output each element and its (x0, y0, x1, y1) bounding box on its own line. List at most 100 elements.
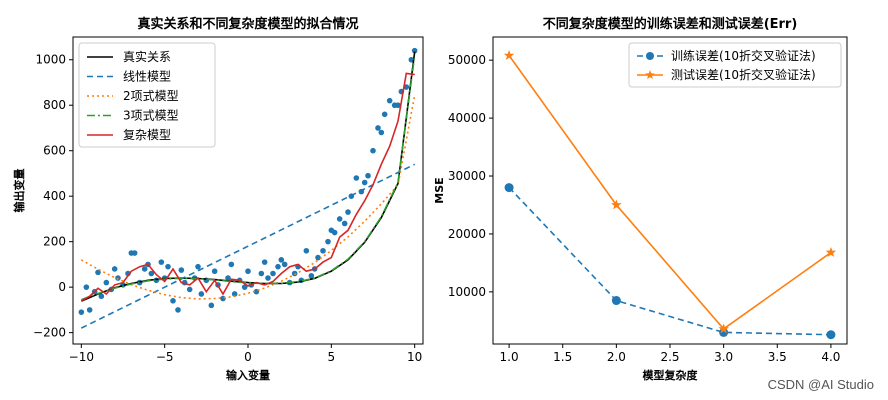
y-axis-label: MSE (433, 177, 446, 203)
x-tick-label: 0 (244, 350, 252, 364)
series-line (80, 163, 416, 329)
x-tick-label: 1.0 (500, 350, 519, 364)
scatter-point (278, 257, 285, 263)
scatter-point (148, 270, 155, 277)
x-tick-label: −5 (156, 350, 174, 364)
scatter-point (115, 275, 121, 281)
series-line (508, 187, 831, 336)
scatter-point (411, 47, 418, 54)
x-tick-label: 3.0 (714, 350, 733, 364)
scatter-point (141, 266, 148, 272)
scatter-point (241, 284, 248, 290)
legend-label: 真实关系 (123, 49, 171, 64)
legend-marker (645, 70, 655, 79)
y-axis-label: 输出变量 (12, 169, 26, 213)
y-tick-label: 50000 (448, 53, 486, 67)
scatter-point (208, 302, 215, 309)
data-point (826, 330, 836, 340)
y-tick-label: 20000 (448, 227, 486, 241)
scatter-point (308, 272, 315, 279)
y-tick-label: 400 (43, 189, 66, 203)
scatter-point (270, 270, 276, 277)
scatter-point (381, 111, 388, 118)
x-tick-label: 3.5 (768, 350, 787, 364)
y-tick-label: −200 (33, 326, 66, 340)
y-tick-label: 10000 (448, 285, 486, 299)
data-point (504, 183, 514, 193)
scatter-point (211, 268, 218, 275)
x-tick-label: 1.5 (553, 350, 572, 364)
left-chart: −10 −5 0 5 10 −200 0 200 400 600 800 1000 真实关系和不同复杂度… (12, 16, 424, 382)
scatter-point (341, 220, 348, 227)
data-point (825, 247, 837, 257)
x-axis-label: 输入变量 (226, 368, 270, 382)
scatter-point (320, 247, 326, 254)
y-tick-label: 40000 (448, 111, 486, 125)
scatter-point (336, 216, 343, 222)
scatter-point (395, 102, 401, 109)
scatter-point (378, 129, 385, 136)
scatter-point (198, 291, 205, 297)
scatter-point (95, 269, 101, 276)
scatter-point (231, 291, 238, 297)
series-line (508, 55, 832, 330)
series-line (80, 72, 415, 302)
watermark: CSDN @AI Studio (767, 377, 874, 392)
series-line (80, 94, 416, 300)
scatter-point (291, 270, 298, 277)
scatter-point (331, 229, 338, 236)
scatter-point (265, 275, 271, 281)
scatter-point (158, 259, 165, 265)
scatter-point (365, 172, 371, 179)
data-point (718, 323, 729, 334)
y-tick-label: 1000 (35, 53, 66, 67)
y-tick-label: 0 (58, 280, 66, 294)
plot-area (78, 47, 418, 329)
x-tick-label: 2.0 (607, 350, 626, 364)
data-point (503, 50, 515, 60)
legend-label: 复杂模型 (123, 128, 171, 142)
scatter-point (225, 275, 231, 281)
scatter-point (361, 179, 368, 186)
scatter-point (370, 147, 376, 154)
scatter-point (220, 295, 226, 302)
series-line (81, 55, 416, 301)
scatter-point (303, 247, 310, 254)
scatter-point (261, 259, 268, 265)
x-tick-label: 2.5 (660, 350, 679, 364)
x-tick-label: 5 (328, 350, 336, 364)
right-chart: 1.0 1.5 2.0 2.5 3.0 3.5 4.0 10000 20000 30000 4000… (433, 16, 848, 382)
data-point (611, 296, 621, 306)
legend-label: 2项式模型 (123, 89, 179, 103)
scatter-point (275, 263, 281, 270)
scatter-point (103, 279, 110, 286)
scatter-point (186, 286, 193, 293)
scatter-point (345, 209, 351, 215)
legend-box (78, 42, 216, 148)
legend-marker (646, 52, 654, 60)
scatter-point (375, 125, 381, 131)
x-axis-label: 模型复杂度 (643, 368, 699, 382)
x-tick-label: −10 (69, 350, 94, 364)
scatter-point (245, 268, 251, 275)
y-tick-label: 200 (43, 235, 66, 249)
x-tick-label: 10 (407, 350, 422, 364)
x-tick-label: 4.0 (821, 350, 840, 364)
y-tick-label: 30000 (448, 169, 486, 183)
scatter-point (98, 293, 105, 300)
scatter-point (83, 284, 90, 290)
scatter-point (111, 266, 118, 272)
scatter-point (353, 175, 360, 181)
scatter-point (78, 309, 85, 315)
legend-label: 3项式模型 (123, 109, 179, 123)
scatter-point (258, 270, 265, 277)
scatter-point (325, 238, 331, 245)
legend-box (628, 42, 842, 88)
chart-title: 真实关系和不同复杂度模型的拟合情况 (137, 16, 358, 32)
scatter-point (228, 261, 235, 268)
data-point (611, 199, 622, 210)
legend-label: 训练误差(10折交叉验证法) (671, 48, 816, 63)
y-tick-label: 800 (43, 98, 66, 112)
scatter-point (178, 267, 185, 273)
